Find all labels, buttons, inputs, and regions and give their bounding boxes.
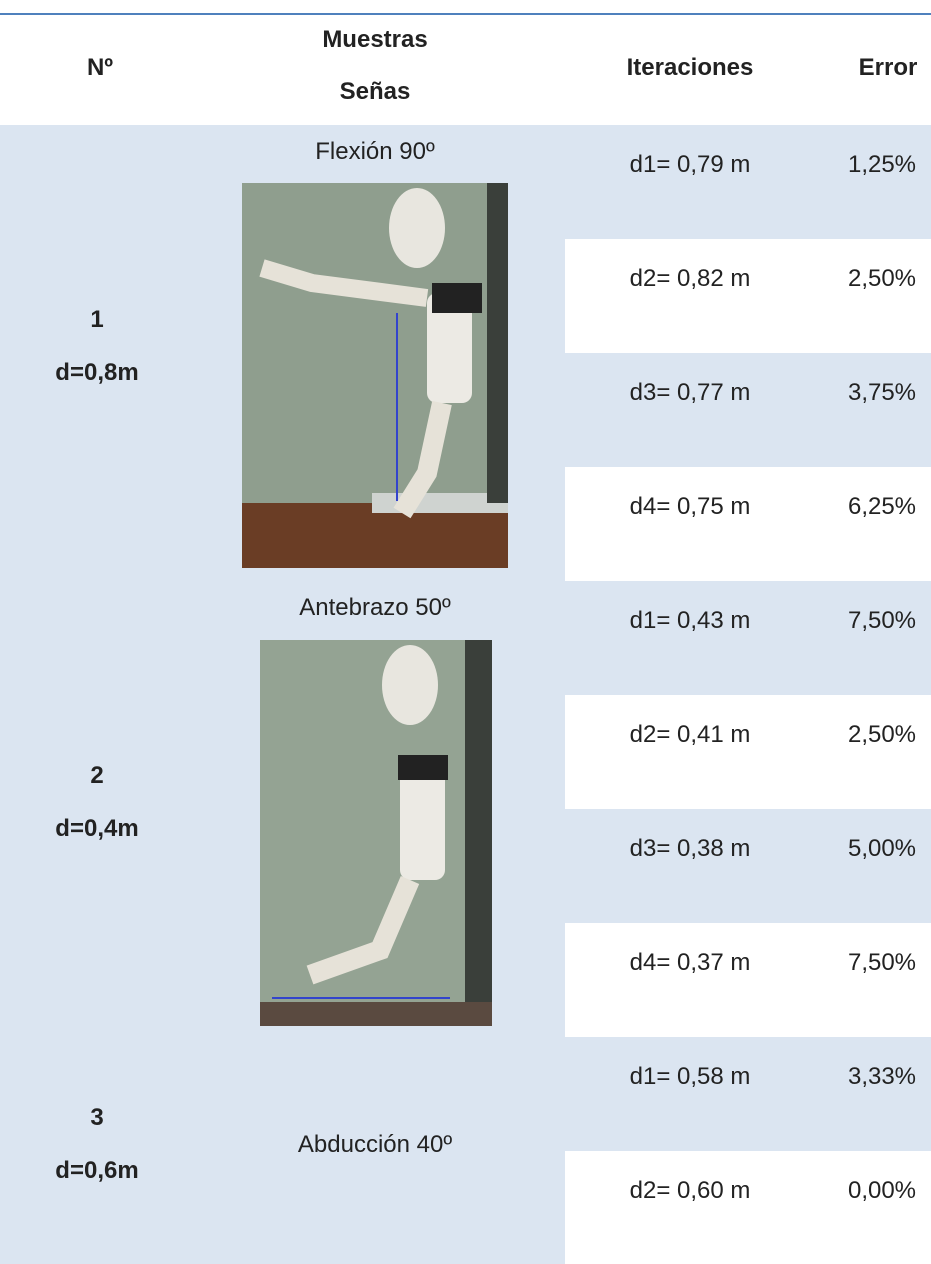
sample-label: Antebrazo 50º: [299, 594, 451, 621]
photo: [260, 640, 492, 1026]
header-error: Error: [858, 54, 918, 81]
error: 3,75%: [847, 379, 917, 406]
error: 5,00%: [847, 835, 917, 862]
photo: [242, 183, 508, 568]
header-iterations: Iteraciones: [626, 54, 754, 81]
header-number: Nº: [86, 54, 114, 81]
row-band: [565, 581, 931, 695]
iteration: d4= 0,75 m: [629, 493, 751, 520]
iteration: d1= 0,58 m: [629, 1063, 751, 1090]
group-number: 2: [90, 762, 104, 789]
group-cell: [0, 1037, 565, 1264]
header-samples: Señas: [339, 78, 411, 105]
error: 2,50%: [847, 265, 917, 292]
error: 6,25%: [847, 493, 917, 520]
group-distance: d=0,4m: [55, 815, 139, 842]
error: 0,00%: [847, 1177, 917, 1204]
iteration: d1= 0,43 m: [629, 607, 751, 634]
iteration: d2= 0,82 m: [629, 265, 751, 292]
iteration: d2= 0,41 m: [629, 721, 751, 748]
group-number: 3: [90, 1104, 104, 1131]
header-samples: Muestras: [322, 26, 428, 53]
error: 1,25%: [847, 151, 917, 178]
iteration: d3= 0,38 m: [629, 835, 751, 862]
row-band: [565, 1037, 931, 1151]
top-rule: [0, 13, 931, 15]
error: 7,50%: [847, 607, 917, 634]
row-band: [565, 353, 931, 467]
sample-label: Flexión 90º: [315, 138, 435, 165]
error: 3,33%: [847, 1063, 917, 1090]
sample-label: Abducción 40º: [297, 1131, 453, 1158]
group-distance: d=0,8m: [55, 359, 139, 386]
error: 7,50%: [847, 949, 917, 976]
iteration: d2= 0,60 m: [629, 1177, 751, 1204]
iteration: d1= 0,79 m: [629, 151, 751, 178]
iteration: d4= 0,37 m: [629, 949, 751, 976]
iteration: d3= 0,77 m: [629, 379, 751, 406]
error: 2,50%: [847, 721, 917, 748]
group-distance: d=0,6m: [55, 1157, 139, 1184]
row-band: [565, 809, 931, 923]
group-number: 1: [90, 306, 104, 333]
row-band: [565, 125, 931, 239]
